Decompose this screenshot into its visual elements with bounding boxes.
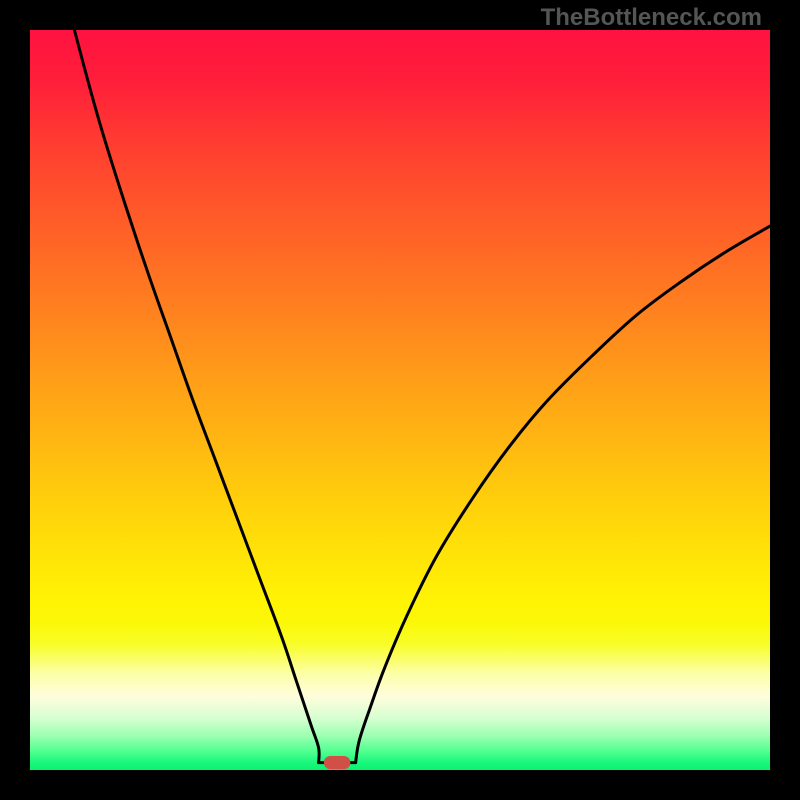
chart-container: TheBottleneck.com [0, 0, 800, 800]
optimal-point-marker [324, 756, 351, 769]
chart-gradient-area [30, 30, 770, 770]
watermark-text: TheBottleneck.com [541, 4, 762, 32]
bottleneck-chart-svg [0, 0, 800, 800]
